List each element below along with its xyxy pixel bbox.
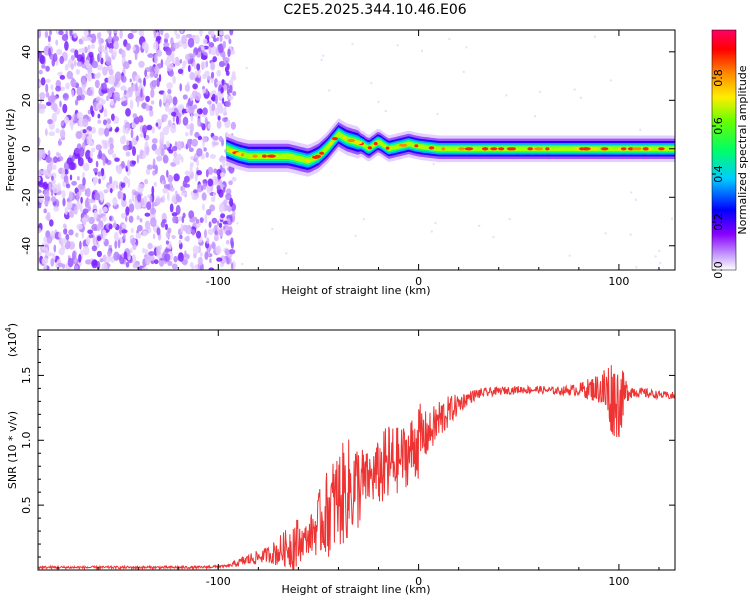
snr-plot-area [38,365,675,570]
ridge-layer-5 [226,131,675,164]
spectrogram-frame [37,29,676,271]
y-tick-label: -20 [20,188,33,206]
ridge-peak [235,152,242,156]
spectrogram-y-axis-label: Frequency (Hz) [4,109,17,192]
ridge-peak [642,147,648,151]
snr-scale-factor: (x104) [4,323,19,357]
noise-speckle [38,30,673,270]
ridge-peak [527,147,533,151]
colorbar-tick-label: 0.6 [712,117,725,135]
ridge-peak [367,146,372,150]
ridge-peak [347,138,355,143]
ridge-peak [252,154,258,158]
y-tick-label: 1.0 [20,432,33,450]
ridge-peak [331,137,338,141]
x-tick-label: 0 [415,575,422,588]
spectrogram-x-axis-label: Height of straight line (km) [281,284,430,297]
x-tick-label: 100 [608,275,629,288]
colorbar-tick-label: 0.2 [712,213,725,231]
snr-ticks: -100 0 100 0.5 1.0 1.5 [20,330,675,588]
chart-title: C2E5.2025.344.10.46.E06 [283,2,467,18]
ridge-peak [658,147,665,151]
spectrogram-plot-area [38,30,675,270]
y-tick-label: 20 [20,93,33,107]
x-tick-label: 0 [415,275,422,288]
y-tick-label: 40 [20,45,33,59]
ridge-peak [385,146,390,150]
ridge-peak [458,147,466,151]
ridge-peak [441,147,446,151]
ridge-peak [464,147,474,151]
snr-frame [37,329,676,571]
snr-panel: -100 0 100 0.5 1.0 1.5 Height of straight lin… [4,323,676,596]
snr-scale-text: (x104) [4,323,19,357]
ridge-peak [482,147,489,151]
ridge-peak [414,144,419,148]
ridge-peak [398,143,408,147]
x-tick-label: -100 [206,275,231,288]
y-tick-label: 0.5 [20,496,33,514]
ridge-peak [240,153,245,157]
colorbar-tick-label: 0.0 [712,261,725,279]
ridge-peak [490,147,498,151]
ridge-peak [266,154,276,158]
ridge-peak [354,141,363,145]
ridge-peak [635,147,642,151]
ridge-peak [506,147,515,151]
snr-y-axis-label: SNR (10 * v/v) [6,411,19,489]
colorbar-gradient [711,29,737,271]
x-tick-label: 100 [608,575,629,588]
x-tick-label: -100 [206,575,231,588]
ridge-peak [582,147,591,151]
colorbar-ticks: 0.0 0.2 0.4 0.6 0.8 [712,69,725,279]
ridge-peak [620,147,627,151]
snr-x-axis-label: Height of straight line (km) [281,583,430,596]
colorbar-label: Normalized spectral amplitude [736,65,749,234]
ridge-peak [305,159,310,163]
snr-series-line [38,365,675,570]
ridge-peak [574,147,580,151]
ridge-peak [428,146,435,150]
colorbar-tick-label: 0.4 [712,165,725,183]
y-tick-label: 1.5 [20,367,33,385]
ridge-peak [632,147,637,151]
colorbar-tick-label: 0.8 [712,69,725,87]
spectrogram-panel: -100 0 100 -40 -20 0 20 40 Height of straight l… [4,29,676,297]
ridge-band [226,118,675,177]
y-tick-label: -40 [20,237,33,255]
ridge-peak [498,147,505,151]
ridge-peak [342,136,347,140]
ridge-peak [262,154,267,158]
ridge-peak [579,147,585,151]
ridge-peak [591,147,598,151]
y-tick-label: 0 [20,145,33,152]
colorbar: 0.0 0.2 0.4 0.6 0.8 Normalized spectral ampl… [711,29,749,279]
ridge-peak [314,154,321,158]
ridge-peak [545,147,550,151]
spectrogram-ticks: -100 0 100 -40 -20 0 20 40 [20,30,675,288]
ridge-peak [328,142,333,146]
ridge-peak [601,147,609,151]
ridge-peak [319,151,325,155]
ridge-peak [373,142,378,146]
ridge-peak [534,147,544,151]
